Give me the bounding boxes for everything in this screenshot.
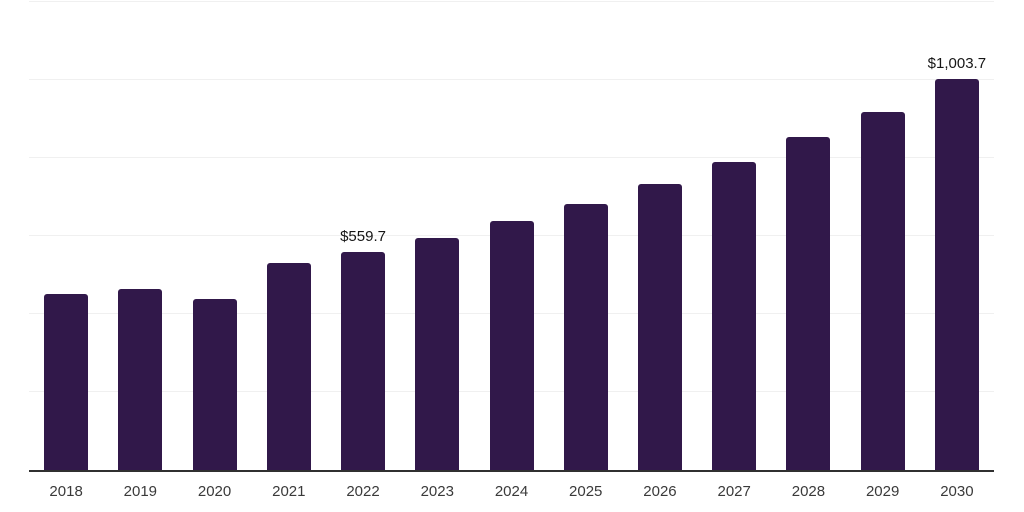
gridline-1000 (29, 79, 994, 80)
x-axis-labels: 2018 2019 2020 2021 2022 2023 2024 2025 2026 2027… (0, 481, 1024, 505)
bar-2021 (266, 262, 311, 470)
bar-2025 (563, 204, 608, 470)
bar-2029 (860, 111, 905, 470)
gridline-800 (29, 157, 994, 158)
bar-2019 (118, 289, 163, 470)
bar-2028 (786, 137, 831, 470)
x-tick-label-2030: 2030 (940, 483, 974, 500)
x-tick-label-2024: 2024 (494, 483, 529, 500)
bar-2018 (44, 293, 89, 470)
x-tick-label-2029: 2029 (865, 483, 900, 500)
x-tick-label-2027: 2027 (717, 483, 751, 500)
bar-2027 (712, 161, 757, 470)
plot-area: $559.7 $1,003.7 (29, 1, 994, 472)
x-tick-label-2028: 2028 (791, 483, 826, 500)
x-tick-label-2022: 2022 (346, 483, 380, 500)
bar-value-label-2030: $1,003.7 (927, 54, 987, 72)
bar-value-label-2022: $559.7 (340, 227, 386, 245)
bar-2022 (341, 251, 386, 470)
bar-2020 (192, 298, 237, 470)
gridline-1200 (29, 1, 994, 2)
bar-2030 (934, 78, 979, 470)
x-tick-label-2019: 2019 (123, 483, 158, 500)
bar-2026 (637, 183, 682, 470)
bar-2023 (415, 238, 460, 470)
x-tick-label-2025: 2025 (569, 483, 603, 500)
x-tick-label-2026: 2026 (643, 483, 677, 500)
x-tick-label-2020: 2020 (197, 483, 232, 500)
bar-2024 (489, 221, 534, 470)
x-tick-label-2018: 2018 (49, 483, 83, 500)
x-tick-label-2023: 2023 (420, 483, 454, 500)
x-tick-label-2021: 2021 (272, 483, 306, 500)
